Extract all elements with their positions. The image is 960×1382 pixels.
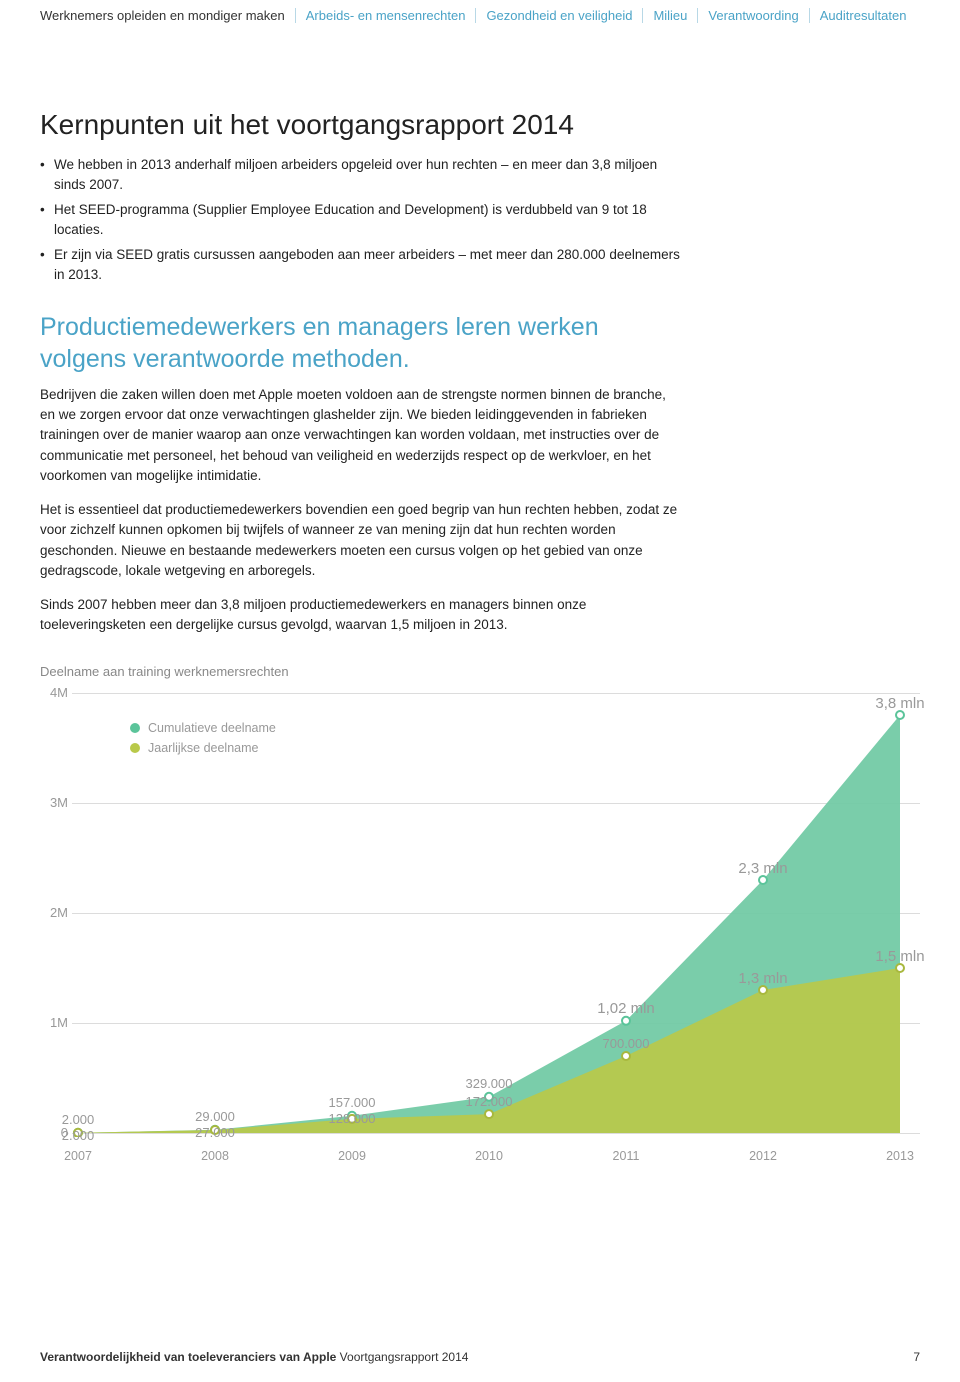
x-axis-label: 2009 [338,1149,366,1163]
point-label-cumulative: 2.000 [62,1112,95,1127]
point-label-cumulative: 3,8 mln [875,695,924,712]
point-label-annual: 1,5 mln [875,948,924,965]
point-label-annual: 1,3 mln [738,970,787,987]
marker-cumulative [759,876,767,884]
nav-item[interactable]: Gezondheid en veiligheid [475,8,642,23]
body-paragraph: Bedrijven die zaken willen doen met Appl… [40,385,680,486]
page-number: 7 [913,1350,920,1364]
marker-annual [622,1052,630,1060]
chart-block: Deelname aan training werknemersrechten … [40,664,680,1183]
bullet-item: We hebben in 2013 anderhalf miljoen arbe… [40,155,680,194]
point-label-annual: 700.000 [603,1036,650,1051]
nav-item[interactable]: Milieu [642,8,697,23]
point-label-cumulative: 1,02 mln [597,1000,655,1017]
x-axis-label: 2012 [749,1149,777,1163]
point-label-cumulative: 157.000 [329,1095,376,1110]
top-nav: Werknemers opleiden en mondiger maken Ar… [40,0,920,29]
x-axis-label: 2007 [64,1149,92,1163]
point-label-annual: 2.000 [62,1128,95,1143]
bullet-item: Het SEED-programma (Supplier Employee Ed… [40,200,680,239]
x-axis-label: 2010 [475,1149,503,1163]
body-paragraph: Het is essentieel dat productiemedewerke… [40,500,680,581]
point-label-cumulative: 2,3 mln [738,860,787,877]
point-label-cumulative: 29.000 [195,1109,235,1124]
marker-cumulative [896,711,904,719]
marker-annual [896,964,904,972]
subheading: Productiemedewerkers en managers leren w… [40,312,680,375]
marker-annual [759,986,767,994]
x-axis-label: 2013 [886,1149,914,1163]
footer-text: Verantwoordelijkheid van toeleveranciers… [40,1350,468,1364]
nav-item[interactable]: Verantwoording [697,8,808,23]
body-paragraph: Sinds 2007 hebben meer dan 3,8 miljoen p… [40,595,680,636]
point-label-annual: 27.000 [195,1125,235,1140]
page-footer: Verantwoordelijkheid van toeleveranciers… [40,1350,920,1364]
point-label-annual: 172.000 [466,1094,513,1109]
nav-item[interactable]: Arbeids- en mensenrechten [295,8,476,23]
nav-item[interactable]: Auditresultaten [809,8,917,23]
x-axis-label: 2008 [201,1149,229,1163]
content-column: Kernpunten uit het voortgangsrapport 201… [40,109,680,1183]
chart-title: Deelname aan training werknemersrechten [40,664,680,679]
section-title: Kernpunten uit het voortgangsrapport 201… [40,109,680,141]
footer-light: Voortgangsrapport 2014 [336,1350,468,1364]
marker-annual [485,1110,493,1118]
point-label-cumulative: 329.000 [466,1076,513,1091]
nav-item-current[interactable]: Werknemers opleiden en mondiger maken [40,8,295,23]
chart-svg [40,693,920,1137]
footer-bold: Verantwoordelijkheid van toeleveranciers… [40,1350,336,1364]
marker-cumulative [622,1016,630,1024]
training-participation-chart: Cumulatieve deelname Jaarlijkse deelname… [40,693,920,1183]
x-axis-label: 2011 [613,1149,640,1163]
page: Werknemers opleiden en mondiger maken Ar… [0,0,960,1382]
point-label-annual: 128.000 [329,1111,376,1126]
bullet-item: Er zijn via SEED gratis cursussen aangeb… [40,245,680,284]
key-points-list: We hebben in 2013 anderhalf miljoen arbe… [40,155,680,284]
